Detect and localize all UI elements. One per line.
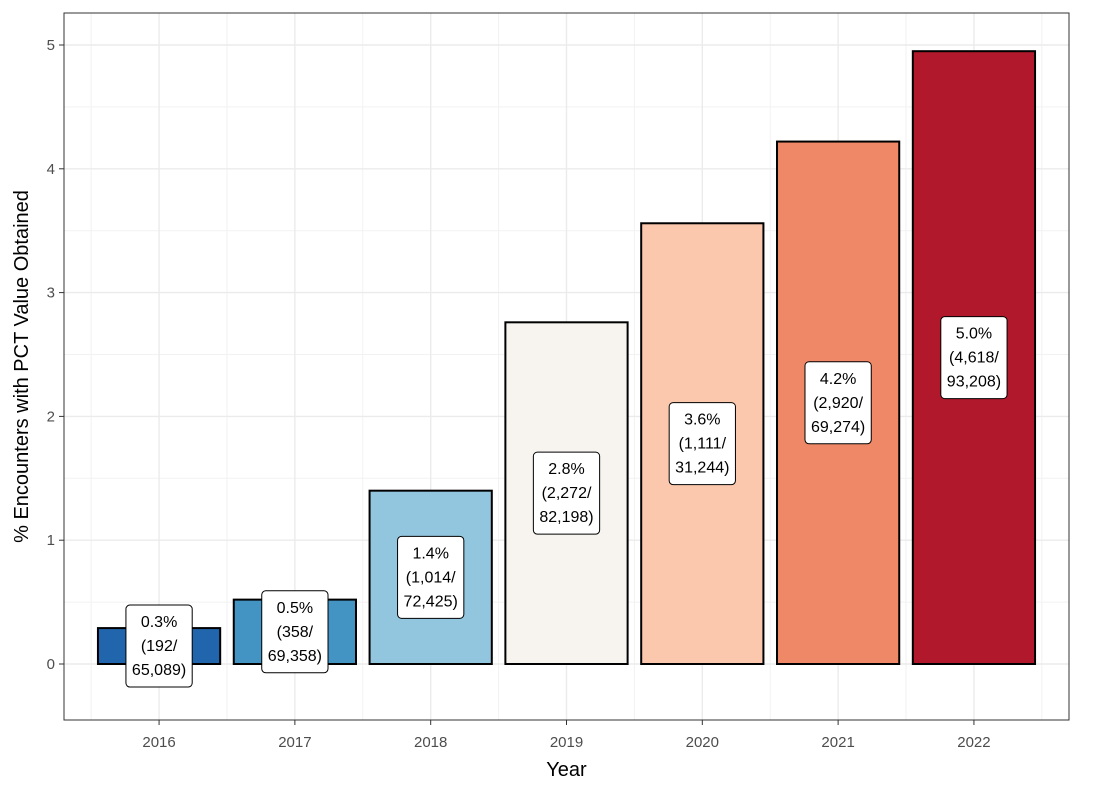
x-tick-label: 2018 xyxy=(414,734,447,751)
x-tick-label: 2019 xyxy=(550,734,583,751)
x-tick-label: 2021 xyxy=(821,734,854,751)
data-label-box xyxy=(397,535,465,619)
data-label-box xyxy=(125,604,193,688)
data-label-line: 3.6% xyxy=(684,412,720,429)
data-label-line: (1,014/ xyxy=(406,569,456,586)
data-label-line: 65,089) xyxy=(132,662,186,679)
y-axis-title: % Encounters with PCT Value Obtained xyxy=(11,190,33,543)
data-label-box xyxy=(804,361,872,445)
data-label-line: (2,272/ xyxy=(542,485,592,502)
data-label-2022: 5.0% (4,618/93,208) xyxy=(940,316,1008,400)
x-axis-title: Year xyxy=(546,759,587,781)
data-label-line: 93,208) xyxy=(947,374,1001,391)
data-label-2018: 1.4% (1,014/72,425) xyxy=(397,535,465,619)
data-label-2019: 2.8% (2,272/82,198) xyxy=(532,451,601,535)
data-label-line: 2.8% xyxy=(548,461,584,478)
data-label-box xyxy=(261,590,329,674)
data-label-line: (192/ xyxy=(141,638,178,655)
data-label-2021: 4.2% (2,920/69,274) xyxy=(804,361,872,445)
y-tick-label: 4 xyxy=(47,161,55,178)
data-label-line: 31,244) xyxy=(675,460,729,477)
axes: 0 1 2 3 4 5 2016 2017 2018 2019 2020 2021 2022 xyxy=(47,37,991,751)
data-label-box xyxy=(532,451,601,535)
data-label-box xyxy=(668,402,736,486)
data-label-line: 0.5% xyxy=(277,600,313,617)
data-label-line: 0.3% xyxy=(141,614,177,631)
y-tick-label: 1 xyxy=(47,532,55,549)
data-label-line: 72,425) xyxy=(404,593,458,610)
y-tick-label: 5 xyxy=(47,37,55,54)
data-label-2020: 3.6% (1,111/31,244) xyxy=(668,402,736,486)
data-labels: 0.3% (192/65,089) 0.5% (358/69,358) 1.4% (1,0… xyxy=(125,316,1008,688)
y-tick-label: 3 xyxy=(47,285,55,302)
data-label-line: 1.4% xyxy=(412,545,448,562)
x-tick-label: 2017 xyxy=(278,734,311,751)
data-label-line: 69,274) xyxy=(811,419,865,436)
data-label-box xyxy=(940,316,1008,400)
data-label-line: 5.0% xyxy=(956,326,992,343)
data-label-line: (4,618/ xyxy=(949,350,999,367)
data-label-2017: 0.5% (358/69,358) xyxy=(261,590,329,674)
x-tick-label: 2022 xyxy=(957,734,990,751)
data-label-line: (358/ xyxy=(277,624,314,641)
x-tick-label: 2016 xyxy=(142,734,175,751)
data-label-line: (1,111/ xyxy=(679,436,727,453)
y-tick-label: 0 xyxy=(47,656,55,673)
data-label-line: 4.2% xyxy=(820,371,856,388)
x-tick-label: 2020 xyxy=(686,734,719,751)
y-tick-label: 2 xyxy=(47,408,55,425)
data-label-line: (2,920/ xyxy=(813,395,863,412)
data-label-line: 69,358) xyxy=(268,648,322,665)
data-label-2016: 0.3% (192/65,089) xyxy=(125,604,193,688)
data-label-line: 82,198) xyxy=(539,509,593,526)
